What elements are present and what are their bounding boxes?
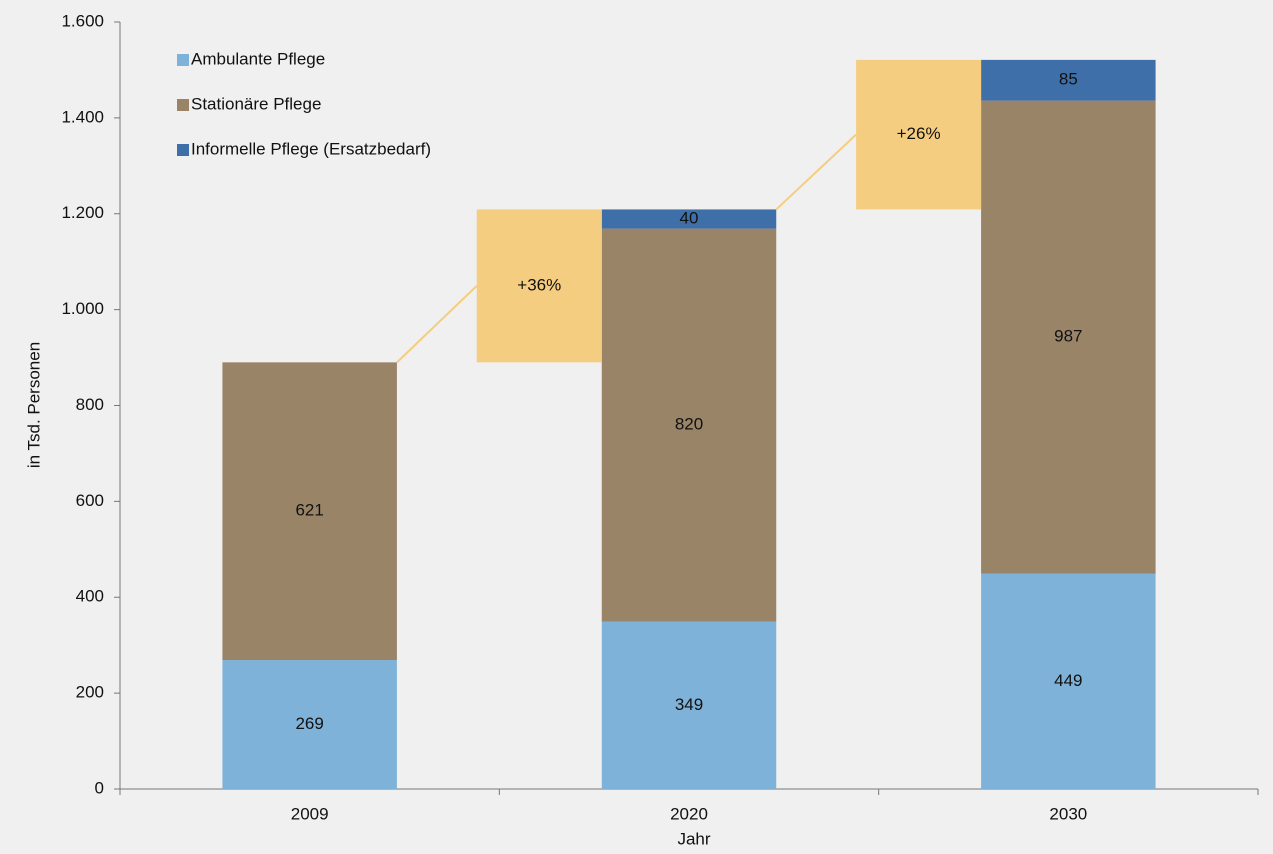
value-label: 40 [680, 209, 699, 228]
growth-label: +36% [517, 275, 561, 294]
y-tick-label: 0 [95, 778, 104, 797]
legend-swatch [177, 144, 189, 156]
y-axis-label: in Tsd. Personen [24, 342, 43, 468]
legend-label: Informelle Pflege (Ersatzbedarf) [191, 139, 431, 158]
value-label: 820 [675, 415, 703, 434]
bar-segment [222, 660, 397, 789]
y-tick-label: 1.200 [61, 203, 104, 222]
y-tick-label: 1.000 [61, 299, 104, 318]
value-label: 621 [295, 501, 323, 520]
x-tick-label: 2030 [1049, 804, 1087, 823]
legend-swatch [177, 99, 189, 111]
y-tick-label: 200 [76, 683, 104, 702]
y-tick-label: 400 [76, 587, 104, 606]
bar-segment [601, 621, 777, 789]
growth-box [476, 209, 602, 363]
bar-segment [601, 228, 777, 622]
growth-label: +26% [897, 124, 941, 143]
bar-segment [981, 59, 1156, 101]
y-tick-label: 600 [76, 491, 104, 510]
bar-segment [981, 573, 1156, 789]
x-tick-label: 2009 [291, 804, 329, 823]
bar-segment [222, 362, 397, 661]
x-axis-label: Jahr [677, 829, 710, 848]
value-label: 85 [1059, 70, 1078, 89]
value-label: 987 [1054, 327, 1082, 346]
connector [775, 133, 857, 211]
bar-segment [601, 209, 777, 229]
value-label: 449 [1054, 671, 1082, 690]
legend-swatch [177, 54, 189, 66]
y-tick-label: 1.600 [61, 11, 104, 30]
y-tick-label: 1.400 [61, 107, 104, 126]
y-tick-label: 800 [76, 395, 104, 414]
bar-segment [981, 100, 1156, 574]
growth-box [856, 59, 982, 210]
legend-label: Ambulante Pflege [191, 49, 325, 68]
x-tick-label: 2020 [670, 804, 708, 823]
connector [396, 285, 478, 364]
value-label: 349 [675, 695, 703, 714]
legend-label: Stationäre Pflege [191, 94, 321, 113]
value-label: 269 [295, 714, 323, 733]
